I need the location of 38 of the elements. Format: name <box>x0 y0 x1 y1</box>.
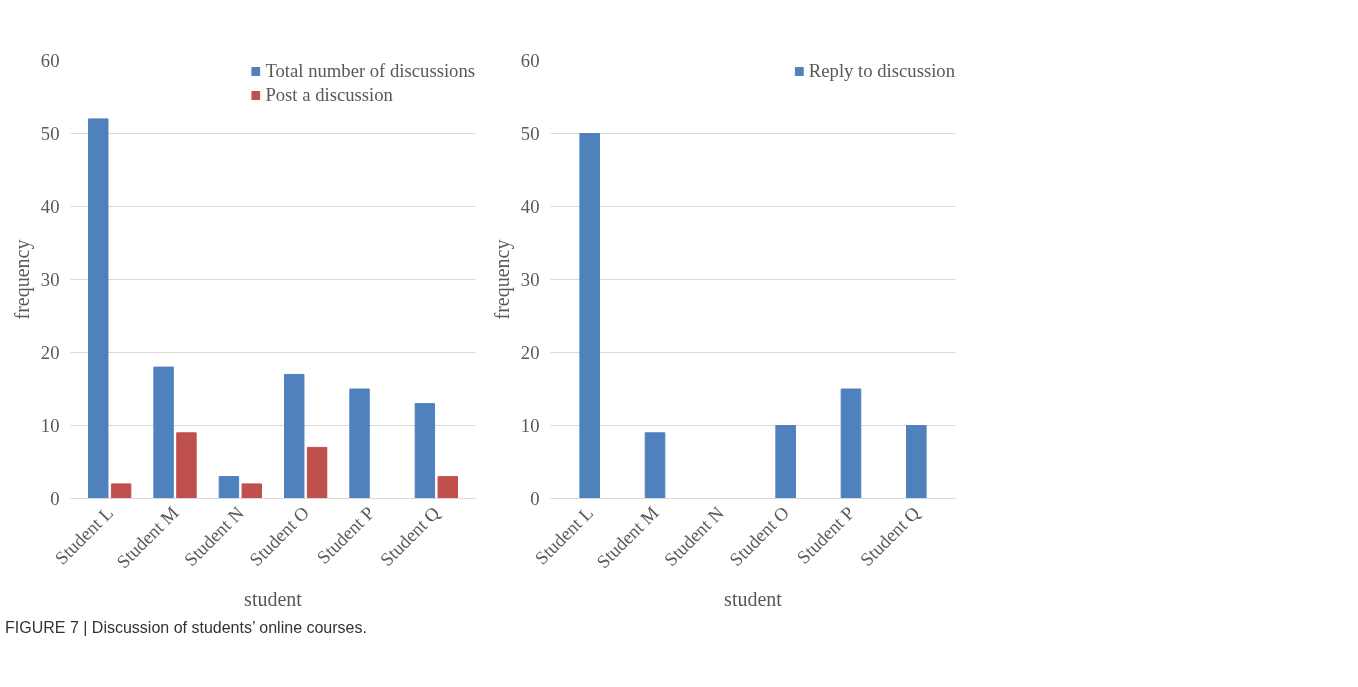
bar <box>414 403 436 499</box>
y-tick-label: 30 <box>40 269 60 290</box>
bar <box>579 133 600 499</box>
bar <box>349 388 370 499</box>
y-tick-label: 40 <box>520 196 540 217</box>
bar <box>241 483 262 499</box>
legend-label: Reply to discussion <box>808 60 955 82</box>
y-tick-label: 30 <box>520 269 540 290</box>
bar <box>306 446 328 499</box>
bar <box>218 476 240 499</box>
y-tick-label: 20 <box>520 342 540 363</box>
x-axis-title: student <box>724 587 783 610</box>
bar <box>284 373 305 499</box>
bar <box>88 118 109 499</box>
legend-label: Post a discussion <box>265 84 393 106</box>
y-tick-label: 60 <box>40 50 60 71</box>
bar <box>153 366 174 499</box>
y-tick-label: 0 <box>530 488 540 509</box>
bar <box>906 425 927 499</box>
y-tick-label: 60 <box>520 50 540 71</box>
bar <box>176 432 197 499</box>
y-axis-title: frequency <box>10 239 34 320</box>
y-tick-label: 0 <box>50 488 60 509</box>
y-tick-label: 20 <box>40 342 60 363</box>
legend-label: Total number of discussions <box>265 60 475 82</box>
y-tick-label: 50 <box>520 123 540 144</box>
y-tick-label: 10 <box>520 415 540 436</box>
y-tick-label: 10 <box>40 415 60 436</box>
y-axis-title: frequency <box>490 239 514 320</box>
bar <box>644 432 666 499</box>
x-axis-title: student <box>244 587 303 610</box>
caption: FIGURE 7 | Discussion of students’ online courses. <box>5 618 367 638</box>
bar <box>110 483 132 499</box>
bar <box>437 476 458 499</box>
bar <box>840 388 862 499</box>
y-tick-label: 50 <box>40 123 60 144</box>
bar <box>775 425 796 499</box>
y-tick-label: 40 <box>40 196 60 217</box>
